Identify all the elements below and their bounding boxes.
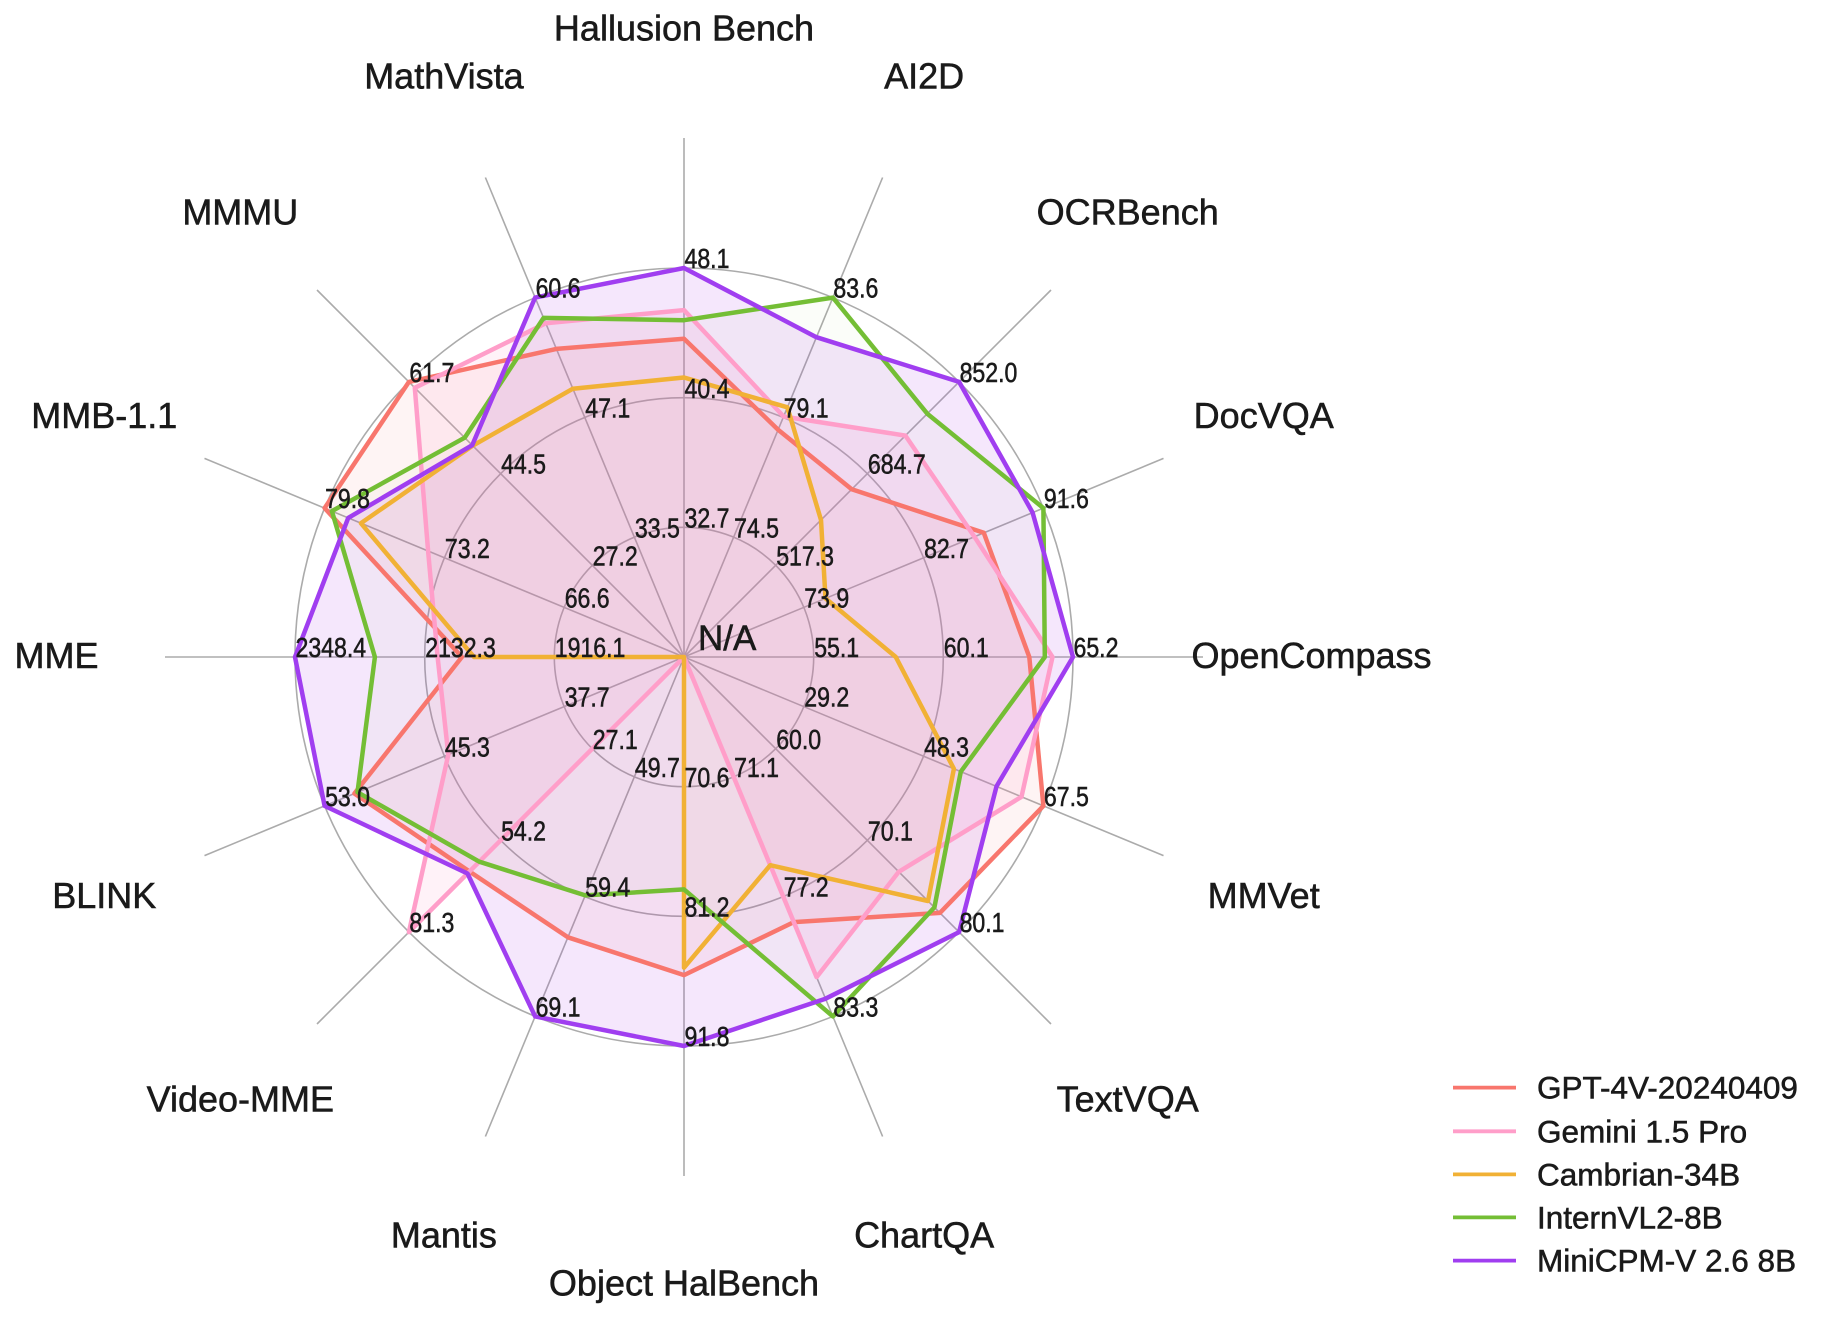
svg-text:60.1: 60.1 <box>944 633 989 663</box>
svg-text:55.1: 55.1 <box>814 633 859 663</box>
svg-text:79.8: 79.8 <box>325 484 370 514</box>
svg-text:BLINK: BLINK <box>52 875 156 916</box>
svg-text:OCRBench: OCRBench <box>1037 191 1219 232</box>
svg-text:29.2: 29.2 <box>804 683 849 713</box>
svg-text:2348.4: 2348.4 <box>296 633 367 663</box>
svg-text:59.4: 59.4 <box>585 873 630 903</box>
svg-text:69.1: 69.1 <box>536 993 581 1023</box>
svg-text:73.2: 73.2 <box>445 534 490 564</box>
svg-text:MMMU: MMMU <box>182 191 298 232</box>
svg-text:70.6: 70.6 <box>685 763 730 793</box>
svg-text:71.1: 71.1 <box>734 753 779 783</box>
svg-text:81.2: 81.2 <box>685 893 730 923</box>
svg-text:47.1: 47.1 <box>585 394 630 424</box>
svg-text:MME: MME <box>15 635 99 676</box>
svg-text:GPT-4V-20240409: GPT-4V-20240409 <box>1537 1070 1798 1106</box>
svg-text:Gemini 1.5 Pro: Gemini 1.5 Pro <box>1537 1113 1747 1149</box>
svg-text:852.0: 852.0 <box>960 358 1018 388</box>
svg-text:91.6: 91.6 <box>1044 484 1089 514</box>
svg-text:40.4: 40.4 <box>685 374 730 404</box>
svg-text:65.2: 65.2 <box>1074 633 1119 663</box>
svg-text:33.5: 33.5 <box>635 513 680 543</box>
svg-text:60.0: 60.0 <box>776 725 821 755</box>
svg-text:1916.1: 1916.1 <box>555 633 626 663</box>
svg-text:27.2: 27.2 <box>593 542 638 572</box>
svg-text:48.3: 48.3 <box>924 732 969 762</box>
svg-text:MMB-1.1: MMB-1.1 <box>31 395 177 436</box>
svg-text:Video-MME: Video-MME <box>147 1079 334 1120</box>
svg-text:49.7: 49.7 <box>635 753 680 783</box>
svg-text:83.6: 83.6 <box>833 274 878 304</box>
svg-text:70.1: 70.1 <box>868 817 913 847</box>
svg-text:53.0: 53.0 <box>325 782 370 812</box>
svg-text:Object HalBench: Object HalBench <box>549 1263 819 1304</box>
svg-text:AI2D: AI2D <box>884 55 964 96</box>
svg-text:InternVL2-8B: InternVL2-8B <box>1537 1199 1723 1235</box>
svg-text:517.3: 517.3 <box>776 542 834 572</box>
svg-text:27.1: 27.1 <box>593 725 638 755</box>
svg-text:Mantis: Mantis <box>391 1215 497 1256</box>
svg-text:DocVQA: DocVQA <box>1194 395 1334 436</box>
svg-text:32.7: 32.7 <box>685 504 730 534</box>
svg-text:74.5: 74.5 <box>734 513 779 543</box>
svg-text:54.2: 54.2 <box>501 817 546 847</box>
svg-text:MathVista: MathVista <box>364 55 524 96</box>
svg-text:TextVQA: TextVQA <box>1057 1079 1199 1120</box>
svg-text:77.2: 77.2 <box>784 873 829 903</box>
svg-text:45.3: 45.3 <box>445 732 490 762</box>
svg-text:61.7: 61.7 <box>409 358 454 388</box>
svg-text:81.3: 81.3 <box>409 908 454 938</box>
svg-text:2132.3: 2132.3 <box>425 633 496 663</box>
svg-text:684.7: 684.7 <box>868 450 926 480</box>
svg-text:82.7: 82.7 <box>924 534 969 564</box>
svg-text:ChartQA: ChartQA <box>854 1215 994 1256</box>
svg-text:37.7: 37.7 <box>565 683 610 713</box>
svg-text:MiniCPM-V 2.6 8B: MiniCPM-V 2.6 8B <box>1537 1243 1796 1279</box>
svg-text:OpenCompass: OpenCompass <box>1191 635 1431 676</box>
svg-text:60.6: 60.6 <box>536 274 581 304</box>
svg-text:91.8: 91.8 <box>685 1022 730 1052</box>
svg-text:83.3: 83.3 <box>833 993 878 1023</box>
svg-text:67.5: 67.5 <box>1044 782 1089 812</box>
svg-text:N/A: N/A <box>698 619 757 658</box>
svg-text:66.6: 66.6 <box>565 584 610 614</box>
svg-text:44.5: 44.5 <box>501 450 546 480</box>
svg-text:79.1: 79.1 <box>784 394 829 424</box>
svg-text:MMVet: MMVet <box>1208 875 1320 916</box>
svg-text:Hallusion Bench: Hallusion Bench <box>554 8 814 49</box>
svg-text:80.1: 80.1 <box>960 908 1005 938</box>
svg-text:48.1: 48.1 <box>685 244 730 274</box>
svg-text:73.9: 73.9 <box>804 584 849 614</box>
svg-text:Cambrian-34B: Cambrian-34B <box>1537 1156 1740 1192</box>
